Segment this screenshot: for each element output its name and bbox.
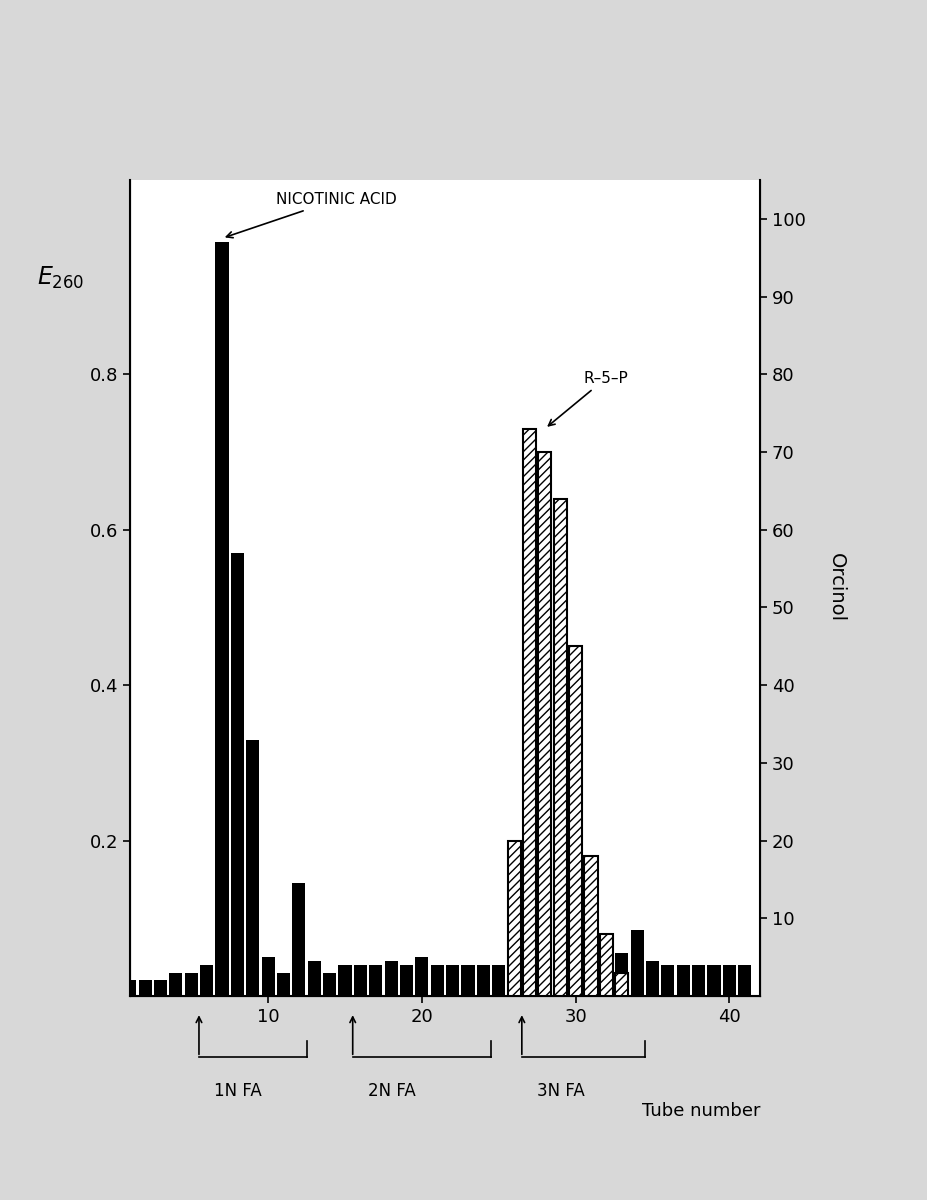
Bar [707,965,720,996]
Bar [630,930,643,996]
Bar [277,973,290,996]
Bar [553,499,566,996]
Text: 2N FA: 2N FA [368,1081,416,1099]
Bar [415,958,428,996]
Bar [338,965,351,996]
Bar [139,980,152,996]
Bar [123,980,136,996]
Bar [523,428,536,996]
Bar [646,961,659,996]
Bar [215,242,229,996]
Bar [539,958,552,996]
Bar [400,965,413,996]
Bar [523,965,536,996]
Bar [431,965,444,996]
Bar [231,553,244,996]
Bar [508,840,521,996]
Bar [661,965,675,996]
Bar [553,946,566,996]
Bar [324,973,337,996]
Bar [476,965,490,996]
Bar [385,961,398,996]
Bar [292,883,305,996]
Bar [585,946,598,996]
Bar [616,973,629,996]
Bar [539,452,552,996]
Text: R–5–P: R–5–P [549,371,629,426]
Bar [508,953,521,996]
Bar [600,965,613,996]
Bar [369,965,382,996]
Bar [170,973,183,996]
Bar [200,965,213,996]
Bar [692,965,705,996]
Bar [308,961,321,996]
Y-axis label: Orcinol: Orcinol [827,553,845,623]
Bar [585,856,598,996]
Bar [600,934,613,996]
Bar [616,953,629,996]
Bar [184,973,197,996]
Text: 3N FA: 3N FA [538,1081,585,1099]
Bar [261,958,274,996]
Bar [492,965,505,996]
Text: 1N FA: 1N FA [214,1081,262,1099]
Bar [247,739,260,996]
Bar [354,965,367,996]
Text: $E_{260}$: $E_{260}$ [37,265,84,292]
Bar [738,965,751,996]
Bar [723,965,736,996]
Bar [677,965,690,996]
Bar [462,965,475,996]
Text: Tube number: Tube number [641,1102,760,1120]
Text: NICOTINIC ACID: NICOTINIC ACID [226,192,397,238]
Bar [446,965,459,996]
Bar [569,946,582,996]
Bar [569,647,582,996]
Bar [154,980,167,996]
